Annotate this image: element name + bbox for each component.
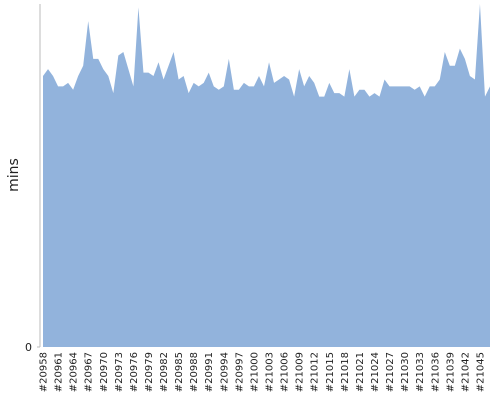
x-tick-label: #20976 bbox=[129, 352, 140, 392]
x-tick-label: #21033 bbox=[415, 352, 426, 392]
x-tick-label: #21000 bbox=[249, 352, 260, 392]
x-tick-label: #21015 bbox=[325, 352, 336, 392]
x-tick-label: #20985 bbox=[174, 352, 185, 392]
x-tick-label: #21045 bbox=[475, 352, 486, 392]
x-tick-label: #20979 bbox=[144, 352, 155, 392]
x-tick-label: #21027 bbox=[385, 352, 396, 392]
x-tick-label: #20964 bbox=[69, 352, 80, 392]
y-tick-label: 0 bbox=[25, 341, 32, 354]
x-tick-label: #21009 bbox=[295, 352, 306, 392]
x-tick-label: #21003 bbox=[265, 352, 276, 392]
x-tick-label: #21018 bbox=[340, 352, 351, 392]
x-tick-label: #21021 bbox=[355, 352, 366, 392]
y-axis-label: mins bbox=[6, 158, 22, 192]
x-tick-label: #21012 bbox=[310, 352, 321, 392]
x-tick-label: #20958 bbox=[39, 352, 50, 392]
area bbox=[43, 4, 490, 347]
x-tick-label: #21039 bbox=[445, 352, 456, 392]
x-tick-label: #21036 bbox=[430, 352, 441, 392]
x-tick-label: #21030 bbox=[400, 352, 411, 392]
x-tick-label: #20973 bbox=[114, 352, 125, 392]
x-tick-label: #20994 bbox=[219, 352, 230, 392]
x-tick-label: #20967 bbox=[84, 352, 95, 392]
x-tick-label: #21006 bbox=[280, 352, 291, 392]
x-tick-label: #20970 bbox=[99, 352, 110, 392]
x-tick-label: #20991 bbox=[204, 352, 215, 392]
x-tick-label: #21042 bbox=[460, 352, 471, 392]
x-tick-label: #20988 bbox=[189, 352, 200, 392]
x-tick-label: #20982 bbox=[159, 352, 170, 392]
x-tick-label: #20961 bbox=[54, 352, 65, 392]
x-tick-label: #21024 bbox=[370, 352, 381, 392]
x-tick-label: #20997 bbox=[234, 352, 245, 392]
